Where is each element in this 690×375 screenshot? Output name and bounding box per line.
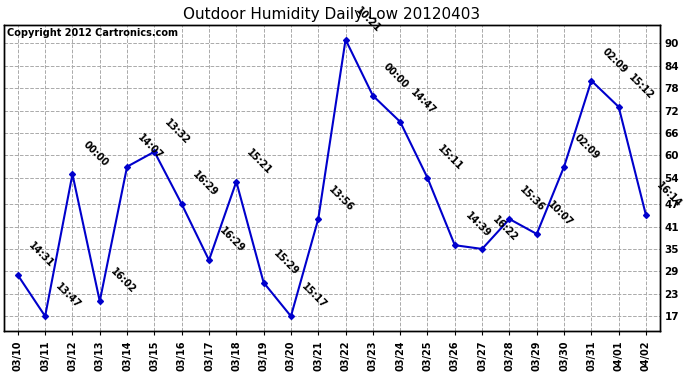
Text: 14:31: 14:31 (26, 240, 55, 270)
Text: 16:14: 16:14 (654, 181, 683, 210)
Text: 15:21: 15:21 (245, 147, 274, 176)
Text: 14:39: 14:39 (463, 211, 492, 240)
Text: 15:12: 15:12 (627, 72, 656, 101)
Text: 16:02: 16:02 (108, 267, 137, 296)
Text: 15:17: 15:17 (299, 282, 328, 310)
Text: 15:11: 15:11 (436, 143, 465, 172)
Title: Outdoor Humidity Daily Low 20120403: Outdoor Humidity Daily Low 20120403 (184, 7, 480, 22)
Text: 16:29: 16:29 (190, 170, 219, 198)
Text: 13:47: 13:47 (53, 282, 83, 310)
Text: 10:07: 10:07 (545, 200, 574, 228)
Text: Copyright 2012 Cartronics.com: Copyright 2012 Cartronics.com (8, 28, 179, 38)
Text: 13:56: 13:56 (326, 184, 355, 213)
Text: 15:29: 15:29 (272, 248, 301, 277)
Text: 13:32: 13:32 (163, 117, 192, 146)
Text: 16:22: 16:22 (491, 214, 520, 243)
Text: 14:47: 14:47 (408, 87, 437, 116)
Text: 00:00: 00:00 (381, 61, 410, 90)
Text: 16:29: 16:29 (217, 226, 246, 255)
Text: 00:00: 00:00 (81, 140, 110, 169)
Text: 02:09: 02:09 (573, 132, 602, 161)
Text: 02:09: 02:09 (600, 46, 629, 75)
Text: 10:21: 10:21 (354, 5, 383, 34)
Text: 15:36: 15:36 (518, 184, 546, 213)
Text: 14:07: 14:07 (135, 132, 164, 161)
